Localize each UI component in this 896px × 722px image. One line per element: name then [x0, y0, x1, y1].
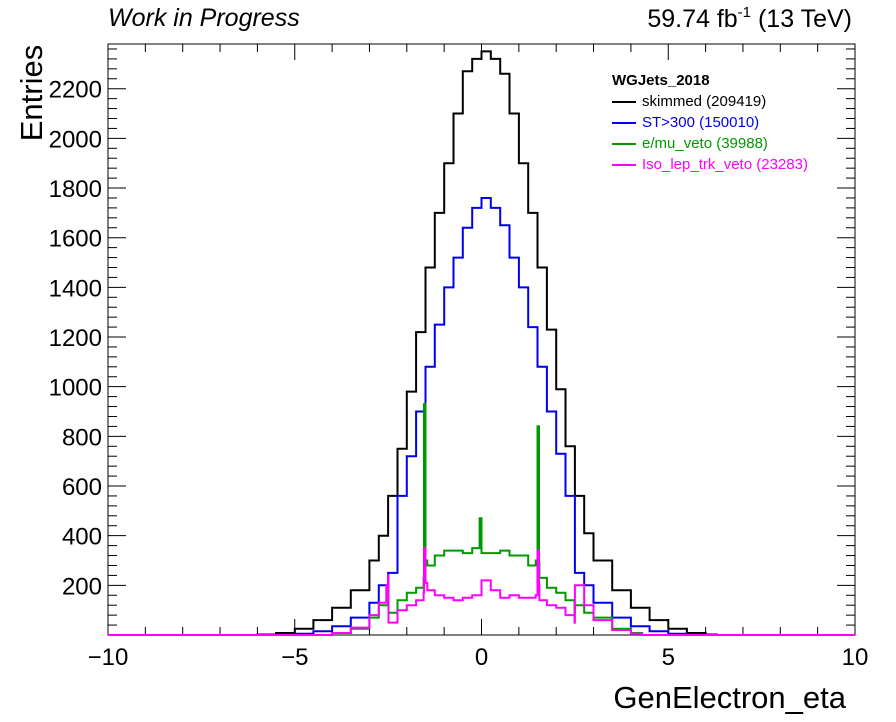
y-tick-label: 1200: [49, 325, 102, 352]
y-tick-label: 800: [62, 424, 102, 451]
energy-value: (13 TeV): [751, 5, 852, 33]
legend-entry-emu-veto: e/mu_veto (39988): [612, 133, 808, 154]
y-tick-label: 200: [62, 573, 102, 600]
series-iso-lep-trk-veto-23283: [108, 547, 855, 636]
legend-entry-skimmed: skimmed (209419): [612, 91, 808, 112]
x-tick-label: 0: [475, 644, 488, 671]
legend-label: ST>300 (150010): [642, 114, 760, 131]
y-tick-label: 2200: [49, 77, 102, 104]
lumi-exponent: -1: [737, 4, 752, 21]
legend-label: e/mu_veto (39988): [642, 135, 768, 152]
y-tick-label: 600: [62, 474, 102, 501]
series-e-mu-veto-39988: [108, 403, 855, 636]
legend-swatch: [612, 163, 636, 166]
lumi-value: 59.74 fb: [647, 5, 738, 33]
x-tick-label: −10: [88, 644, 129, 671]
series-st-300-150010: [108, 197, 855, 636]
legend-swatch: [612, 100, 636, 103]
luminosity-label: 59.74 fb-1 (13 TeV): [647, 4, 852, 34]
legend: WGJets_2018 skimmed (209419) ST>300 (150…: [612, 72, 808, 175]
y-tick-label: 400: [62, 524, 102, 551]
legend-swatch: [612, 142, 636, 145]
x-tick-label: 5: [662, 644, 675, 671]
legend-title: WGJets_2018: [612, 72, 710, 89]
y-tick-label: 1000: [49, 375, 102, 402]
legend-label: skimmed (209419): [642, 93, 767, 110]
x-axis-title: GenElectron_eta: [613, 680, 846, 715]
x-tick-label: −5: [281, 644, 308, 671]
y-tick-label: 1600: [49, 226, 102, 253]
y-tick-label: 1400: [49, 275, 102, 302]
legend-swatch: [612, 121, 636, 124]
series-skimmed-209419: [108, 50, 855, 636]
y-tick-label: 2000: [49, 126, 102, 153]
legend-entry-st300: ST>300 (150010): [612, 112, 808, 133]
work-in-progress-label: Work in Progress: [108, 4, 300, 32]
y-tick-label: 1800: [49, 176, 102, 203]
x-tick-label: 10: [842, 644, 869, 671]
legend-label: Iso_lep_trk_veto (23283): [642, 156, 808, 173]
legend-entry-iso-lep-trk-veto: Iso_lep_trk_veto (23283): [612, 154, 808, 175]
